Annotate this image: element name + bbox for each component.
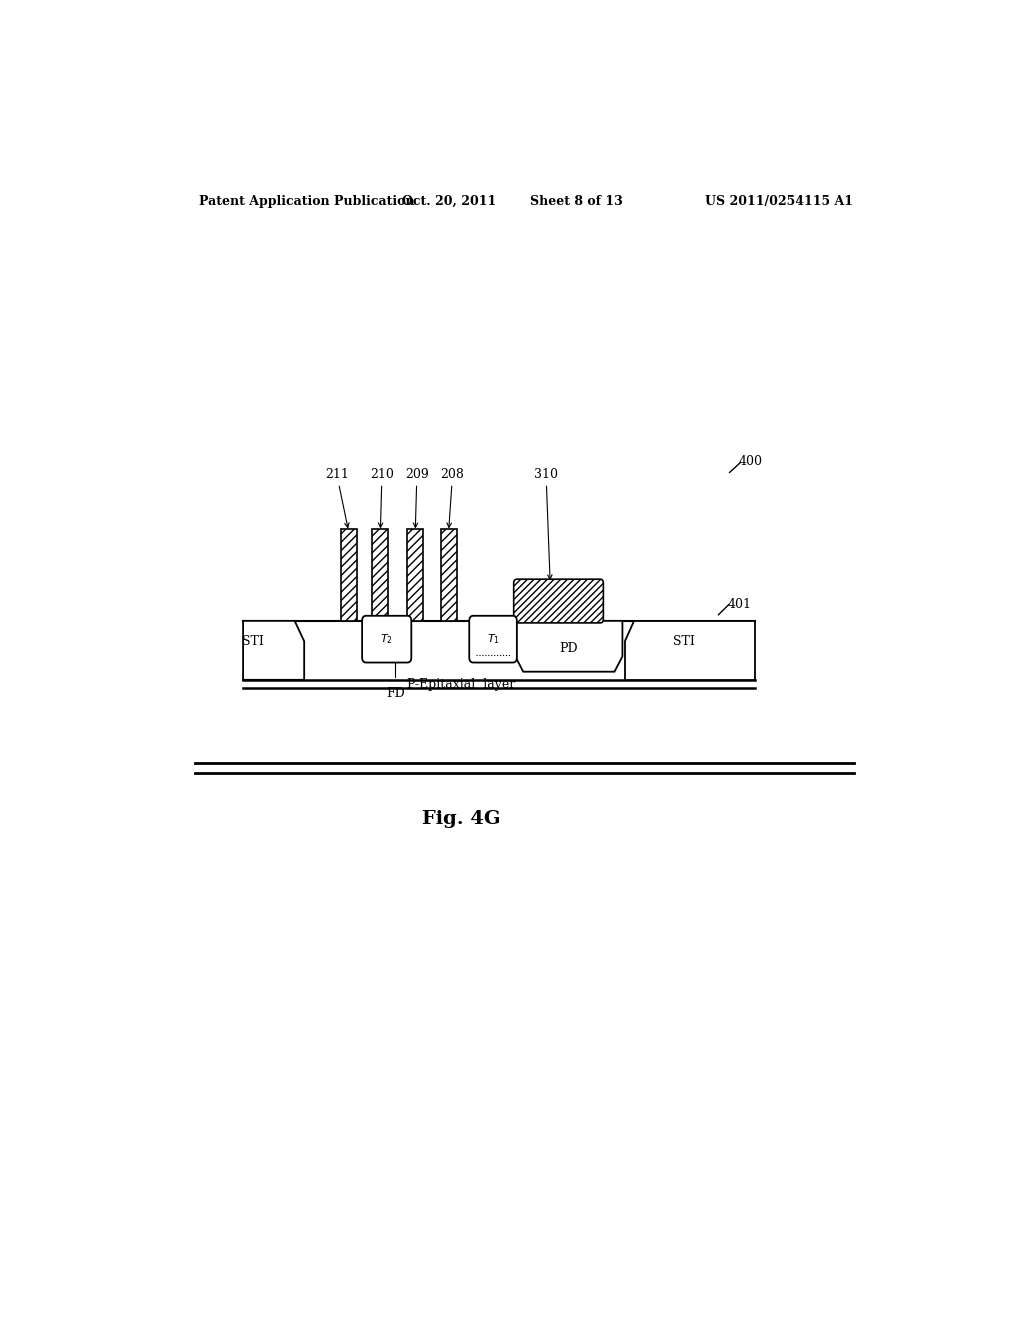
Polygon shape xyxy=(625,620,755,680)
Text: US 2011/0254115 A1: US 2011/0254115 A1 xyxy=(705,194,853,207)
Polygon shape xyxy=(243,620,304,680)
Text: STI: STI xyxy=(243,635,264,648)
Text: 401: 401 xyxy=(727,598,752,611)
FancyBboxPatch shape xyxy=(469,615,517,663)
Text: $T_2$: $T_2$ xyxy=(380,632,393,645)
Bar xyxy=(373,529,388,620)
Text: STI: STI xyxy=(673,635,694,648)
Text: FD: FD xyxy=(386,686,404,700)
Text: PD: PD xyxy=(559,642,579,655)
Text: 208: 208 xyxy=(440,467,465,528)
Text: Fig. 4G: Fig. 4G xyxy=(422,810,501,828)
Text: 400: 400 xyxy=(739,455,763,469)
Bar xyxy=(496,620,510,642)
Text: Sheet 8 of 13: Sheet 8 of 13 xyxy=(530,194,623,207)
Text: Patent Application Publication: Patent Application Publication xyxy=(200,194,415,207)
Polygon shape xyxy=(380,620,411,660)
FancyBboxPatch shape xyxy=(362,615,412,663)
Polygon shape xyxy=(515,620,623,672)
Text: $T_1$: $T_1$ xyxy=(486,632,500,645)
Text: P-Epitaxial  layer: P-Epitaxial layer xyxy=(408,678,515,692)
Bar xyxy=(408,529,423,620)
Text: N: N xyxy=(497,636,508,649)
Text: Oct. 20, 2011: Oct. 20, 2011 xyxy=(402,194,497,207)
FancyBboxPatch shape xyxy=(514,579,603,623)
Bar xyxy=(440,529,457,620)
Text: 211: 211 xyxy=(325,467,349,528)
Text: 209: 209 xyxy=(406,467,429,528)
Text: 210: 210 xyxy=(370,467,394,528)
Bar xyxy=(341,529,356,620)
Text: 310: 310 xyxy=(535,467,558,579)
